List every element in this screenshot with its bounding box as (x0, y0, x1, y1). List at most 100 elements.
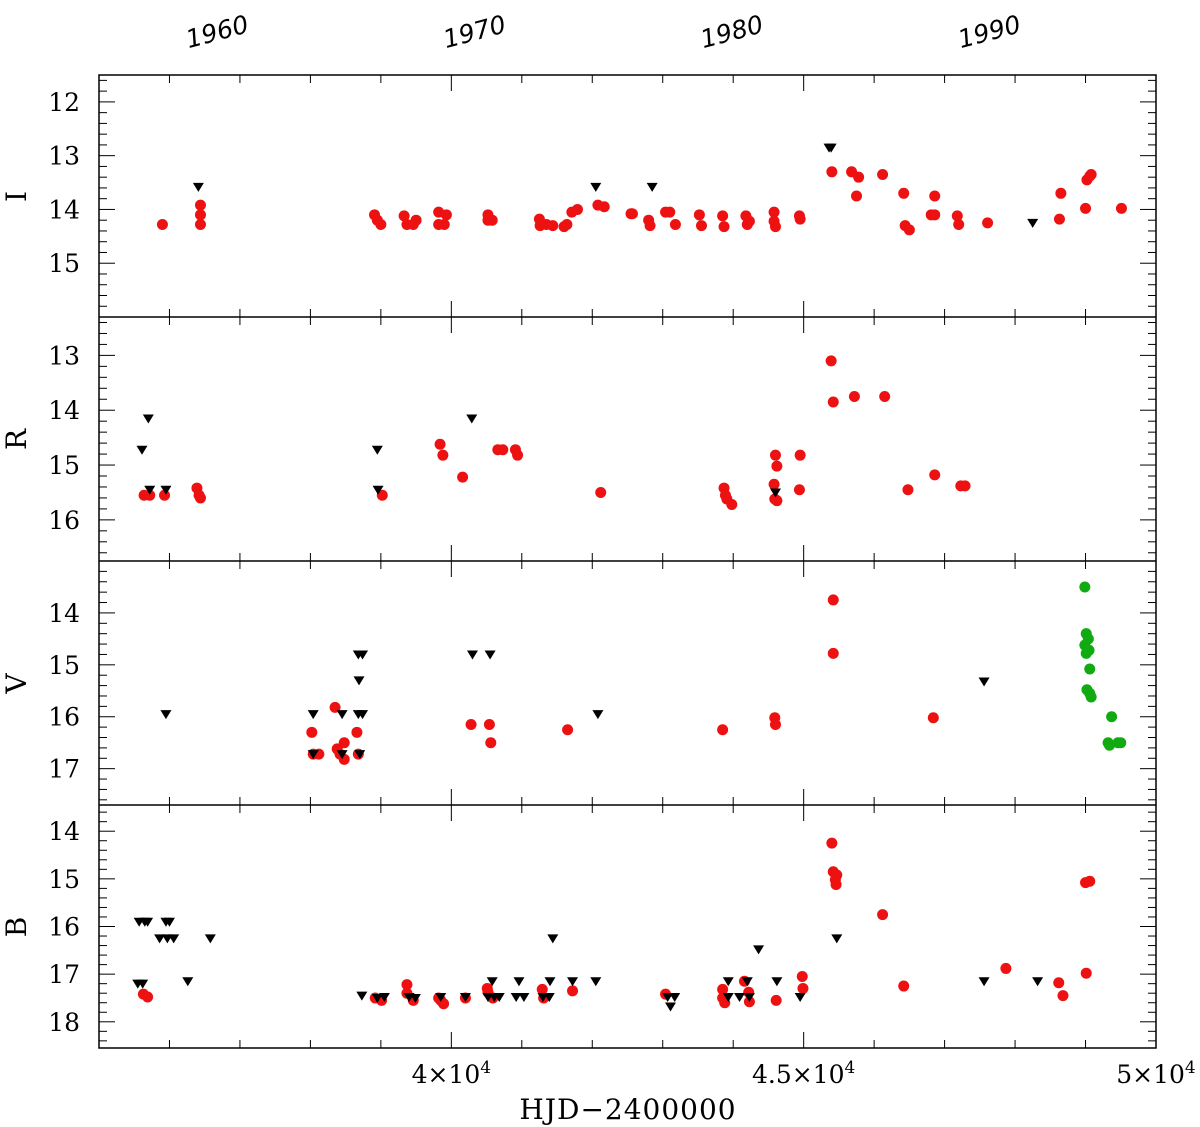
year-label: 1980 (697, 10, 766, 54)
y-axis-title: R (0, 428, 33, 450)
upper-limit-marker (371, 445, 383, 455)
red-data-point (626, 208, 638, 220)
red-data-point (401, 979, 413, 991)
upper-limit-marker (372, 485, 384, 495)
red-data-point (194, 199, 206, 211)
y-tick-label: 17 (48, 755, 80, 784)
upper-limit-marker (741, 977, 753, 987)
upper-limit-marker (590, 977, 602, 987)
upper-limit-marker (753, 945, 765, 955)
red-data-point (1000, 962, 1012, 974)
upper-limit-marker (823, 143, 835, 153)
red-data-point (769, 719, 781, 731)
upper-limit-marker (466, 650, 478, 660)
year-label: 1970 (440, 10, 509, 54)
red-data-point (768, 478, 780, 490)
upper-limit-marker (192, 182, 204, 192)
red-data-point (951, 210, 963, 222)
upper-limit-marker (544, 977, 556, 987)
red-data-point (485, 737, 497, 749)
upper-limit-marker (336, 710, 348, 720)
red-data-point (693, 209, 705, 221)
red-data-point (827, 396, 839, 408)
y-tick-label: 16 (48, 506, 80, 535)
upper-limit-marker (137, 979, 149, 989)
red-data-point (567, 985, 579, 997)
red-data-point (793, 484, 805, 496)
red-data-point (959, 480, 971, 492)
y-tick-label: 13 (48, 142, 80, 171)
red-data-point (877, 909, 889, 921)
red-data-point (1084, 875, 1096, 887)
red-data-point (440, 209, 452, 221)
y-tick-label: 15 (48, 865, 80, 894)
upper-limit-marker (722, 993, 734, 1003)
upper-limit-marker (307, 750, 319, 760)
red-data-point (797, 982, 809, 994)
red-data-point (306, 726, 318, 738)
red-data-point (898, 187, 910, 199)
red-data-point (826, 837, 838, 849)
red-data-point (794, 449, 806, 461)
red-data-point (717, 724, 729, 736)
red-data-point (194, 492, 206, 504)
red-data-point (929, 209, 941, 221)
upper-limit-marker (357, 650, 369, 660)
red-data-point (644, 220, 656, 232)
green-data-point (1080, 647, 1092, 659)
upper-limit-marker (356, 991, 368, 1001)
green-data-point (1079, 581, 1091, 593)
red-data-point (768, 206, 780, 218)
red-data-point (669, 219, 681, 231)
red-data-point (595, 486, 607, 498)
x-tick-label: 4.5×104 (752, 1058, 855, 1089)
x-axis-title: HJD−2400000 (519, 1093, 736, 1126)
red-data-point (571, 203, 583, 215)
upper-limit-marker (978, 977, 990, 987)
upper-limit-marker (1027, 218, 1039, 228)
upper-limit-marker (163, 917, 175, 927)
red-data-point (1053, 977, 1065, 989)
red-data-point (898, 980, 910, 992)
upper-limit-marker (136, 445, 148, 455)
upper-limit-marker (669, 993, 681, 1003)
red-data-point (771, 495, 783, 507)
red-data-point (830, 879, 842, 891)
red-data-point (717, 210, 729, 222)
upper-limit-marker (466, 414, 478, 424)
upper-limit-marker (168, 934, 180, 944)
red-data-point (726, 499, 738, 511)
y-tick-label: 14 (48, 396, 80, 425)
y-tick-label: 12 (48, 88, 80, 117)
y-tick-label: 14 (48, 817, 80, 846)
upper-limit-marker (590, 182, 602, 192)
upper-limit-marker (518, 993, 530, 1003)
red-data-point (796, 971, 808, 983)
red-data-point (437, 449, 449, 461)
red-data-point (512, 449, 524, 461)
red-data-point (769, 221, 781, 233)
y-tick-label: 14 (48, 599, 80, 628)
upper-limit-marker (831, 934, 843, 944)
red-data-point (848, 391, 860, 403)
red-data-point (1053, 213, 1065, 225)
axis-labels: 4×104 4.5×104 5×104 1960 1970 1980 1990 12 13 14 1… (0, 10, 1196, 1089)
y-tick-label: 17 (48, 960, 80, 989)
red-data-point (929, 469, 941, 481)
red-data-point (497, 444, 509, 456)
upper-limit-marker (307, 710, 319, 720)
upper-limit-marker (378, 993, 390, 1003)
upper-limit-marker (182, 977, 194, 987)
red-data-point (407, 219, 419, 231)
red-data-point (562, 724, 574, 736)
upper-limit-marker (144, 485, 156, 495)
upper-limit-marker (567, 977, 579, 987)
red-data-point (438, 219, 450, 231)
red-data-point (1055, 187, 1067, 199)
upper-limit-marker (646, 182, 658, 192)
upper-limit-marker (547, 934, 559, 944)
upper-limit-marker (771, 977, 783, 987)
y-tick-label: 15 (48, 249, 80, 278)
axis-ticks (99, 75, 1156, 1048)
